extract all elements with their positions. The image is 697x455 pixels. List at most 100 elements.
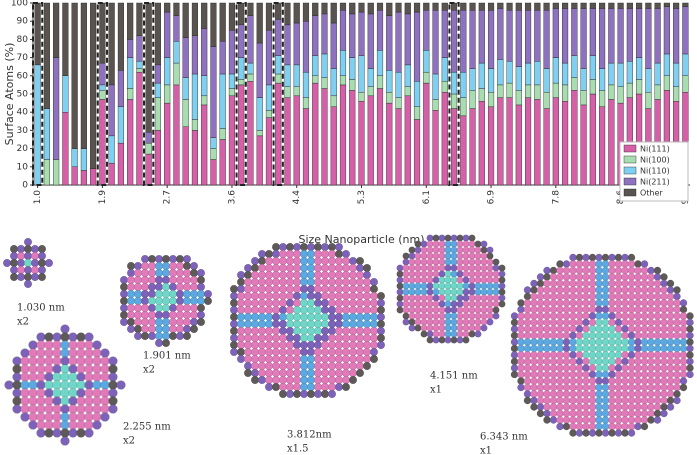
atom xyxy=(569,260,577,268)
atom xyxy=(119,282,129,292)
atom xyxy=(92,388,102,398)
atom xyxy=(549,409,558,418)
atom xyxy=(23,237,33,247)
atom xyxy=(257,256,267,266)
atom xyxy=(168,296,178,306)
atom xyxy=(510,312,519,320)
bar-segment xyxy=(99,62,106,86)
bar-segment xyxy=(673,86,680,102)
bar-segment xyxy=(450,2,458,11)
bar-segment xyxy=(663,75,670,91)
atom xyxy=(660,331,668,340)
atom xyxy=(666,318,675,327)
atom xyxy=(595,370,603,379)
atom xyxy=(543,312,551,320)
atom xyxy=(575,253,584,262)
atom xyxy=(601,377,610,385)
atom xyxy=(37,265,47,275)
atom xyxy=(292,263,302,273)
atom xyxy=(444,336,452,344)
atom xyxy=(647,390,655,398)
atom xyxy=(196,303,206,313)
bar-segment xyxy=(302,108,310,186)
atom xyxy=(582,357,590,366)
atom xyxy=(456,324,464,332)
legend-swatch xyxy=(623,188,637,197)
bar-segment xyxy=(238,79,245,86)
atom xyxy=(327,270,337,280)
atom xyxy=(562,331,571,340)
bar-segment xyxy=(164,102,171,186)
bar-segment xyxy=(117,106,124,144)
atom xyxy=(257,312,267,322)
atom xyxy=(154,296,164,306)
atom xyxy=(438,252,446,260)
atom xyxy=(68,412,78,422)
atom xyxy=(582,344,590,353)
atom xyxy=(68,396,78,406)
atom xyxy=(313,256,323,266)
bar-segment xyxy=(136,68,143,73)
bar-segment xyxy=(413,81,421,107)
atom xyxy=(161,268,171,278)
atom xyxy=(257,361,267,371)
atom xyxy=(562,292,571,301)
atom xyxy=(285,347,295,357)
atom xyxy=(402,252,410,260)
atom xyxy=(92,380,102,390)
atom xyxy=(334,382,344,392)
bar-segment xyxy=(302,97,310,109)
bar-segment xyxy=(108,162,115,186)
atom xyxy=(474,240,482,248)
atom xyxy=(168,317,178,327)
atom xyxy=(595,396,603,405)
bar-segment xyxy=(487,91,495,107)
atom xyxy=(257,368,267,378)
bar-segment xyxy=(386,15,393,71)
atom xyxy=(341,368,351,378)
atom xyxy=(68,340,78,350)
atom xyxy=(595,286,603,294)
atom xyxy=(621,409,629,418)
atom xyxy=(543,383,551,392)
atom xyxy=(243,326,253,336)
atom xyxy=(292,354,302,364)
atom xyxy=(355,354,365,364)
atom xyxy=(523,364,532,372)
atom xyxy=(666,305,675,314)
atom xyxy=(306,347,316,357)
atom xyxy=(92,356,102,366)
bar-segment xyxy=(182,77,189,100)
bar-segment xyxy=(645,8,652,69)
atom xyxy=(36,340,46,350)
atom xyxy=(634,318,642,327)
atom xyxy=(438,288,446,296)
atom xyxy=(562,325,571,333)
atom xyxy=(257,354,267,364)
bar-segment xyxy=(265,30,273,86)
atom xyxy=(175,282,185,292)
atom xyxy=(653,403,662,411)
atom xyxy=(653,344,662,353)
atom xyxy=(653,383,662,392)
bar-segment xyxy=(580,104,587,186)
atom xyxy=(595,305,603,314)
atom xyxy=(420,276,428,284)
atom xyxy=(182,324,192,334)
atom xyxy=(175,317,185,327)
atom xyxy=(320,256,330,266)
atom xyxy=(536,292,545,301)
atom xyxy=(608,253,616,262)
atom xyxy=(510,364,519,372)
bar-segment xyxy=(330,2,337,24)
atom xyxy=(468,234,476,242)
atom xyxy=(313,284,323,294)
atom xyxy=(562,312,571,320)
atom xyxy=(278,354,288,364)
atom xyxy=(569,273,577,281)
atom xyxy=(44,420,54,430)
atom xyxy=(36,420,46,430)
atom xyxy=(653,390,662,398)
atom xyxy=(556,344,564,353)
atom xyxy=(510,318,519,327)
